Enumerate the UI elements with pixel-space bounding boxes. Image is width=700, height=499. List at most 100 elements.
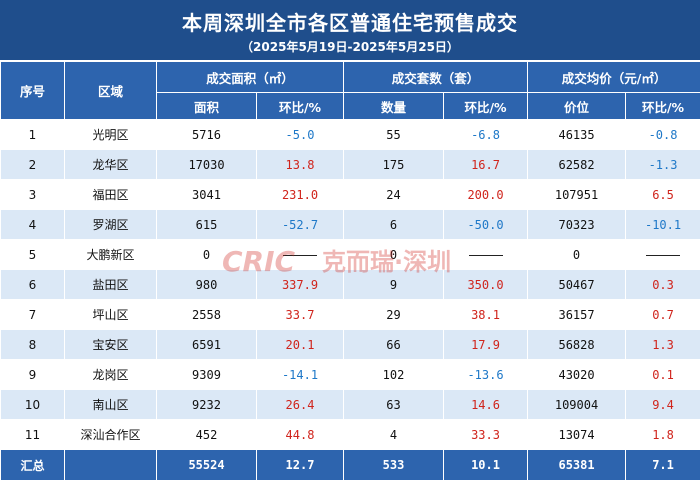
table-row: 4 罗湖区 615 -52.7 6 -50.0 70323 -10.1 xyxy=(0,209,700,240)
row-units: 55 xyxy=(343,119,445,150)
row-district: 福田区 xyxy=(64,179,157,210)
table-row: 8 宝安区 6591 20.1 66 17.9 56828 1.3 xyxy=(0,329,700,360)
row-area: 2558 xyxy=(156,299,257,330)
row-units: 63 xyxy=(343,389,445,420)
row-units: 0 xyxy=(343,239,445,270)
row-district: 宝安区 xyxy=(64,329,157,360)
row-price: 50467 xyxy=(527,269,627,300)
row-price-change: 0.7 xyxy=(625,299,700,330)
total-units-change: 10.1 xyxy=(443,449,529,481)
row-price: 109004 xyxy=(527,389,627,420)
row-area-change: 337.9 xyxy=(255,269,345,300)
col-units-header: 数量 xyxy=(343,92,445,120)
row-price-change: 0.3 xyxy=(625,269,700,300)
row-price: 70323 xyxy=(527,209,627,240)
row-area: 5716 xyxy=(156,119,257,150)
row-index: 10 xyxy=(0,389,65,420)
row-index: 6 xyxy=(0,269,65,300)
row-district: 坪山区 xyxy=(64,299,157,330)
table-row: 6 盐田区 980 337.9 9 350.0 50467 0.3 xyxy=(0,269,700,300)
row-district: 盐田区 xyxy=(64,269,157,300)
total-area: 55524 xyxy=(156,449,257,481)
row-area-change: 13.8 xyxy=(255,149,345,180)
row-units-change: 38.1 xyxy=(443,299,529,330)
row-area: 17030 xyxy=(156,149,257,180)
table-row: 1 光明区 5716 -5.0 55 -6.8 46135 -0.8 xyxy=(0,119,700,150)
col-index-header: 序号 xyxy=(0,61,65,120)
row-units: 175 xyxy=(343,149,445,180)
col-price-header: 价位 xyxy=(527,92,627,120)
total-row: 汇总 55524 12.7 533 10.1 65381 7.1 xyxy=(0,449,700,481)
col-units-change-header: 环比/% xyxy=(443,92,529,120)
row-district: 罗湖区 xyxy=(64,209,157,240)
page-title: 本周深圳全市各区普通住宅预售成交 xyxy=(182,11,518,35)
row-price-change: 1.3 xyxy=(625,329,700,360)
row-price: 43020 xyxy=(527,359,627,390)
row-area-change: 33.7 xyxy=(255,299,345,330)
date-range: （2025年5月19日-2025年5月25日） xyxy=(241,40,459,54)
row-units-change: 350.0 xyxy=(443,269,529,300)
col-area-group-header: 成交面积（㎡） xyxy=(155,61,345,93)
row-price-change: 9.4 xyxy=(625,389,700,420)
total-price-change: 7.1 xyxy=(625,449,700,481)
total-units: 533 xyxy=(343,449,445,481)
row-index: 8 xyxy=(0,329,65,360)
row-price: 56828 xyxy=(527,329,627,360)
row-area-change: -5.0 xyxy=(255,119,345,150)
row-district: 光明区 xyxy=(64,119,157,150)
title-bar: 本周深圳全市各区普通住宅预售成交 （2025年5月19日-2025年5月25日） xyxy=(0,0,700,60)
col-area-change-header: 环比/% xyxy=(255,92,345,120)
table-row: 7 坪山区 2558 33.7 29 38.1 36157 0.7 xyxy=(0,299,700,330)
row-area: 0 xyxy=(156,239,257,270)
row-index: 9 xyxy=(0,359,65,390)
col-area-header: 面积 xyxy=(156,92,257,120)
row-price: 46135 xyxy=(527,119,627,150)
total-district xyxy=(64,449,157,481)
row-area: 452 xyxy=(156,419,257,450)
row-units: 6 xyxy=(343,209,445,240)
row-index: 2 xyxy=(0,149,65,180)
row-units-change: -13.6 xyxy=(443,359,529,390)
header-row-top: 序号 区域 成交面积（㎡） 成交套数（套） 成交均价（元/㎡） xyxy=(0,61,700,120)
row-index: 7 xyxy=(0,299,65,330)
row-district: 龙岗区 xyxy=(64,359,157,390)
col-units-group-header: 成交套数（套） xyxy=(343,61,529,93)
row-units-change xyxy=(443,239,529,270)
row-units: 4 xyxy=(343,419,445,450)
row-units-change: 200.0 xyxy=(443,179,529,210)
row-area-change: 26.4 xyxy=(255,389,345,420)
table-row: 11 深汕合作区 452 44.8 4 33.3 13074 1.8 xyxy=(0,419,700,450)
row-units-change: 14.6 xyxy=(443,389,529,420)
no-data-dash xyxy=(283,254,317,256)
table-row: 2 龙华区 17030 13.8 175 16.7 62582 -1.3 xyxy=(0,149,700,180)
row-units-change: -6.8 xyxy=(443,119,529,150)
row-price-change: -10.1 xyxy=(625,209,700,240)
row-units: 102 xyxy=(343,359,445,390)
row-units: 29 xyxy=(343,299,445,330)
row-area: 615 xyxy=(156,209,257,240)
row-area-change: -52.7 xyxy=(255,209,345,240)
row-price: 0 xyxy=(527,239,627,270)
row-units-change: -50.0 xyxy=(443,209,529,240)
row-units-change: 16.7 xyxy=(443,149,529,180)
row-area-change: 44.8 xyxy=(255,419,345,450)
col-price-change-header: 环比/% xyxy=(625,92,700,120)
row-units: 9 xyxy=(343,269,445,300)
row-price: 62582 xyxy=(527,149,627,180)
row-area-change: 20.1 xyxy=(255,329,345,360)
row-area: 9309 xyxy=(156,359,257,390)
col-district-header: 区域 xyxy=(64,61,157,120)
row-index: 1 xyxy=(0,119,65,150)
row-index: 3 xyxy=(0,179,65,210)
total-label: 汇总 xyxy=(0,449,65,481)
sales-table: 序号 区域 成交面积（㎡） 成交套数（套） 成交均价（元/㎡） 面积 环比/% … xyxy=(0,61,700,481)
col-price-group-header: 成交均价（元/㎡） xyxy=(527,61,700,93)
row-index: 11 xyxy=(0,419,65,450)
total-area-change: 12.7 xyxy=(255,449,345,481)
row-area: 980 xyxy=(156,269,257,300)
row-district: 深汕合作区 xyxy=(64,419,157,450)
total-price: 65381 xyxy=(527,449,627,481)
table-row: 5 大鹏新区 0 0 0 xyxy=(0,239,700,270)
row-area: 6591 xyxy=(156,329,257,360)
row-price: 36157 xyxy=(527,299,627,330)
